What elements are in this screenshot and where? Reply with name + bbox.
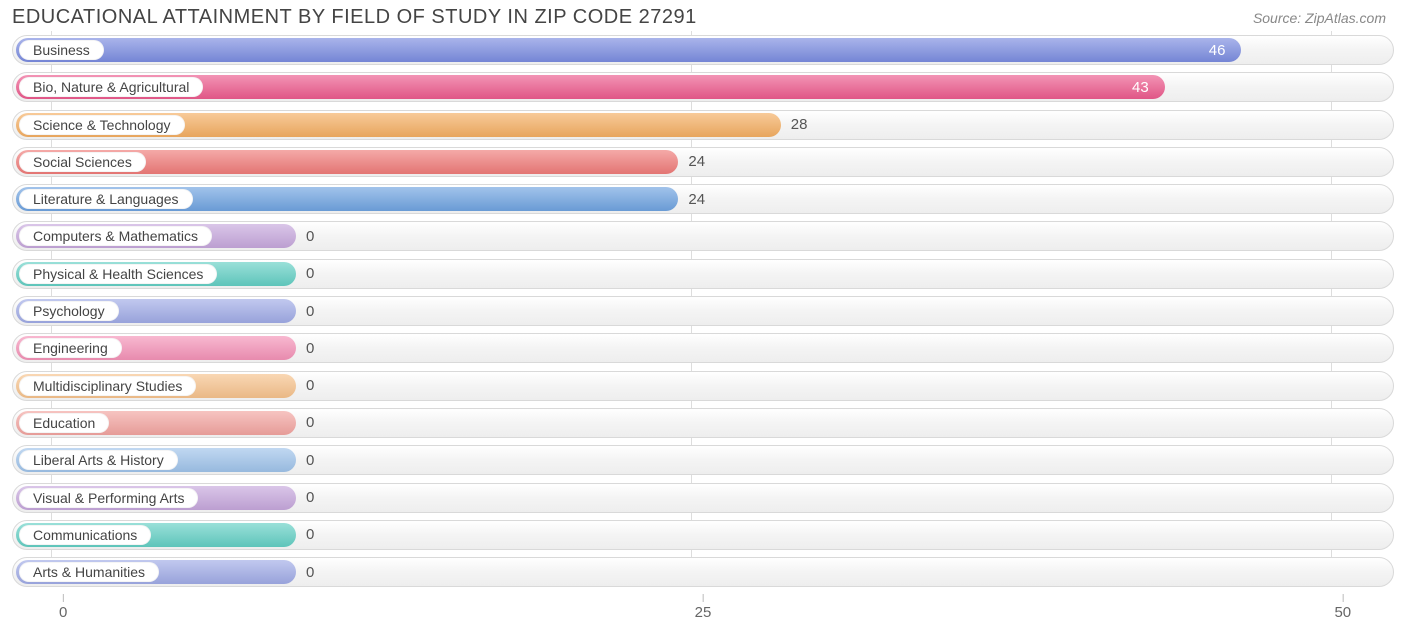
value-label: 0 xyxy=(306,260,314,288)
chart-row: Multidisciplinary Studies 0 xyxy=(12,371,1394,401)
tick-mark xyxy=(63,594,64,602)
category-label: Physical & Health Sciences xyxy=(19,264,217,284)
chart-row: Visual & Performing Arts 0 xyxy=(12,483,1394,513)
tick-label: 25 xyxy=(695,604,712,621)
value-label: 0 xyxy=(306,484,314,512)
chart-row: Arts & Humanities 0 xyxy=(12,557,1394,587)
x-tick: 25 xyxy=(695,594,712,621)
value-label: 0 xyxy=(306,521,314,549)
chart-header: EDUCATIONAL ATTAINMENT BY FIELD OF STUDY… xyxy=(0,0,1406,31)
category-label: Science & Technology xyxy=(19,115,185,135)
category-label: Multidisciplinary Studies xyxy=(19,376,196,396)
bar xyxy=(16,38,1241,62)
chart-row: Social Sciences 24 xyxy=(12,147,1394,177)
chart-row: Computers & Mathematics 0 xyxy=(12,221,1394,251)
chart-row: Psychology 0 xyxy=(12,296,1394,326)
category-label: Engineering xyxy=(19,338,122,358)
chart-title: EDUCATIONAL ATTAINMENT BY FIELD OF STUDY… xyxy=(12,6,697,29)
category-label: Social Sciences xyxy=(19,152,146,172)
category-label: Literature & Languages xyxy=(19,189,193,209)
value-label: 43 xyxy=(1132,73,1149,101)
tick-label: 50 xyxy=(1334,604,1351,621)
value-label: 46 xyxy=(1209,36,1226,64)
category-label: Computers & Mathematics xyxy=(19,226,212,246)
value-label: 0 xyxy=(306,372,314,400)
value-label: 24 xyxy=(688,148,705,176)
category-label: Visual & Performing Arts xyxy=(19,488,198,508)
chart-area: Business 46 Bio, Nature & Agricultural 43 Sc… xyxy=(0,31,1406,587)
value-label: 0 xyxy=(306,297,314,325)
value-label: 28 xyxy=(791,111,808,139)
chart-row: Business 46 xyxy=(12,35,1394,65)
value-label: 0 xyxy=(306,334,314,362)
chart-row: Communications 0 xyxy=(12,520,1394,550)
category-label: Education xyxy=(19,413,109,433)
value-label: 0 xyxy=(306,558,314,586)
chart-row: Engineering 0 xyxy=(12,333,1394,363)
tick-label: 0 xyxy=(59,604,67,621)
value-label: 0 xyxy=(306,409,314,437)
category-label: Liberal Arts & History xyxy=(19,450,178,470)
tick-mark xyxy=(1342,594,1343,602)
chart-row: Literature & Languages 24 xyxy=(12,184,1394,214)
chart-row: Education 0 xyxy=(12,408,1394,438)
chart-rows: Business 46 Bio, Nature & Agricultural 43 Sc… xyxy=(12,35,1394,587)
chart-row: Physical & Health Sciences 0 xyxy=(12,259,1394,289)
chart-source: Source: ZipAtlas.com xyxy=(1253,6,1386,26)
value-label: 0 xyxy=(306,222,314,250)
category-label: Bio, Nature & Agricultural xyxy=(19,77,203,97)
x-tick: 0 xyxy=(59,594,67,621)
category-label: Arts & Humanities xyxy=(19,562,159,582)
category-label: Business xyxy=(19,40,104,60)
value-label: 24 xyxy=(688,185,705,213)
chart-row: Science & Technology 28 xyxy=(12,110,1394,140)
category-label: Psychology xyxy=(19,301,119,321)
value-label: 0 xyxy=(306,446,314,474)
tick-mark xyxy=(703,594,704,602)
chart-row: Liberal Arts & History 0 xyxy=(12,445,1394,475)
x-axis: 0 25 50 xyxy=(12,594,1394,624)
x-tick: 50 xyxy=(1334,594,1351,621)
chart-row: Bio, Nature & Agricultural 43 xyxy=(12,72,1394,102)
category-label: Communications xyxy=(19,525,151,545)
